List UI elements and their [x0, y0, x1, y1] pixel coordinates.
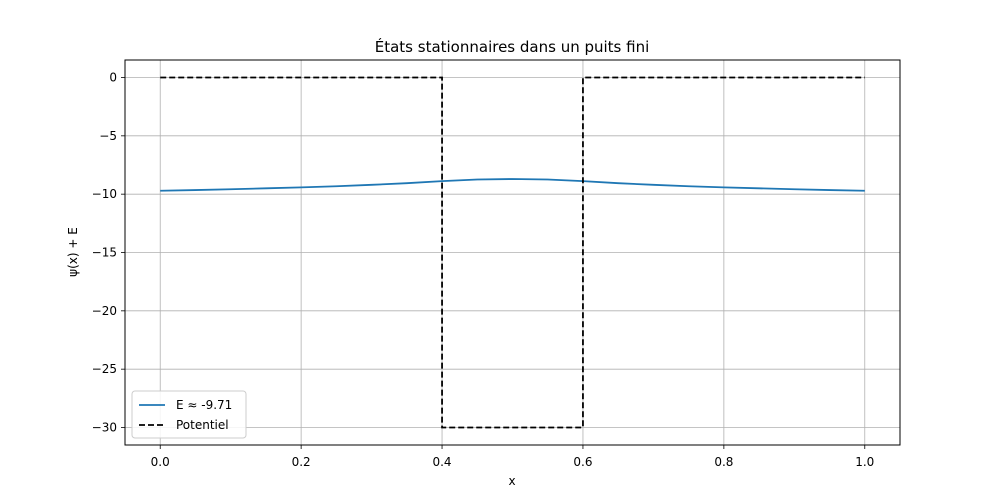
y-tick-label: −15: [92, 246, 117, 260]
y-tick-label: 0: [109, 71, 117, 85]
x-tick-label: 0.0: [151, 455, 170, 469]
y-tick-label: −30: [92, 421, 117, 435]
series-line-wavefunction: [160, 178, 865, 192]
y-tick-label: −10: [92, 187, 117, 201]
x-tick-label: 0.8: [714, 455, 733, 469]
legend: E ≈ -9.71 Potentiel: [131, 390, 247, 439]
grid: [125, 60, 900, 445]
x-tick-label: 0.2: [292, 455, 311, 469]
x-tick-label: 1.0: [855, 455, 874, 469]
x-axis: 0.0 0.2 0.4 0.6 0.8 1.0: [151, 445, 874, 469]
x-axis-label: x: [508, 474, 515, 488]
legend-label-potential: Potentiel: [176, 418, 229, 432]
series-layer: [160, 76, 865, 429]
chart-title: États stationnaires dans un puits fini: [375, 37, 650, 56]
y-axis: 0 −5 −10 −15 −20 −25 −30: [92, 71, 125, 435]
y-tick-label: −5: [99, 129, 117, 143]
y-axis-label: ψ(x) + E: [66, 227, 80, 277]
x-tick-label: 0.4: [432, 455, 451, 469]
legend-label-wavefunction: E ≈ -9.71: [176, 398, 232, 412]
y-tick-label: −25: [92, 362, 117, 376]
x-tick-label: 0.6: [573, 455, 592, 469]
series-line-potential: [160, 76, 865, 429]
y-tick-label: −20: [92, 304, 117, 318]
legend-box: [131, 390, 247, 439]
